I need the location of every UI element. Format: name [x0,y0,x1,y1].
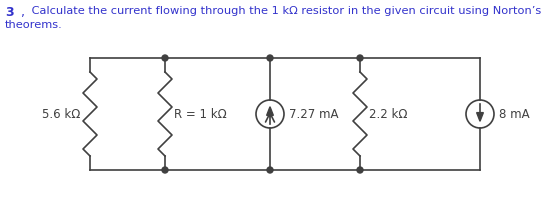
Text: ,: , [13,6,25,19]
Polygon shape [477,113,483,121]
Text: 3: 3 [5,6,14,19]
Circle shape [357,55,363,61]
Text: Calculate the current flowing through the 1 kΩ resistor in the given circuit usi: Calculate the current flowing through th… [28,6,541,16]
Text: theorems.: theorems. [5,20,63,30]
Text: 8 mA: 8 mA [499,108,530,121]
Circle shape [267,55,273,61]
Text: 2.2 kΩ: 2.2 kΩ [369,108,408,121]
Circle shape [162,167,168,173]
Polygon shape [267,107,273,115]
Circle shape [267,167,273,173]
Circle shape [357,167,363,173]
Text: R = 1 kΩ: R = 1 kΩ [174,108,227,121]
Text: 7.27 mA: 7.27 mA [289,108,338,121]
Text: 5.6 kΩ: 5.6 kΩ [42,108,80,121]
Circle shape [162,55,168,61]
